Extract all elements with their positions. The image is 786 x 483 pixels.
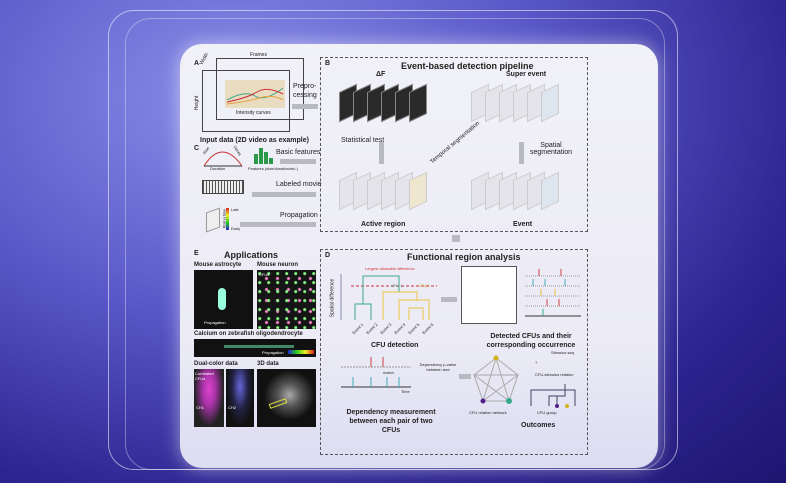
event-tick: Event 1 (351, 321, 365, 336)
preprocessing-label: Prepro- cessing (293, 83, 317, 99)
question-label: ? (535, 360, 538, 365)
feature-histogram (254, 148, 273, 164)
active-region-label: Active region (361, 221, 406, 228)
cfu-detection-label: CFU detection (371, 342, 419, 349)
panel-b: B Event-based detection pipeline ΔF Supe… (320, 57, 588, 232)
correlated-cfus-label: Correlated CFUs (195, 371, 214, 381)
event-tick: Event 6 (421, 321, 435, 336)
b-to-d-arrow (452, 235, 460, 242)
intensity-curves-label: Intensity curves (236, 110, 271, 116)
cfu1-label: CFU 1 (391, 283, 403, 288)
rise-decay-curve (203, 151, 243, 167)
labeled-movie-label: Labeled movie (276, 181, 322, 188)
zebrafish-label: Calcium on zebrafish oligodendrocyte (194, 331, 303, 337)
intensity-curves-plot (225, 80, 285, 108)
basic-features-label: Basic features (276, 149, 321, 156)
event-label: Event (513, 221, 533, 228)
ch1-label: CH1 (196, 405, 205, 410)
figure-card: A Frames Width Height Intensity curves I… (180, 44, 658, 468)
basic-features-arrow (280, 159, 316, 164)
spatial-seg-arrow (519, 142, 524, 164)
labeled-movie-stack (202, 180, 244, 194)
dependency-caption: Dependency measurement between each pair… (346, 409, 436, 434)
panel-e-letter: E (194, 250, 199, 257)
panel-b-title: Event-based detection pipeline (401, 61, 534, 71)
to-detected-arrow (441, 297, 457, 302)
temporal-segmentation-label: Temporal segmentation (429, 120, 482, 166)
duration-label: Duration (210, 166, 226, 171)
early-label: Early (231, 226, 241, 231)
event-tick: Event 4 (393, 321, 407, 336)
labeled-movie-arrow (252, 192, 316, 197)
astrocyte-propagation-label: Propagation (204, 320, 226, 325)
frames-label: Frames (250, 52, 267, 58)
super-event-label: Super event (506, 71, 547, 78)
zebrafish-image: Propagation (194, 339, 316, 357)
3d-data-image (257, 369, 316, 427)
panel-b-letter: B (325, 60, 331, 67)
spatial-difference-label: Spatial difference (329, 278, 336, 318)
panel-c-letter: C (194, 145, 200, 152)
input-data-caption: Input data (2D video as example) (200, 137, 309, 144)
height-label: Height (194, 95, 201, 111)
delta-f-label: ΔF (376, 71, 386, 78)
astrocyte-label: Mouse astrocyte (194, 262, 242, 268)
propagation-map (206, 207, 220, 233)
to-network-arrow (459, 374, 471, 379)
panel-d-letter: D (325, 252, 331, 259)
zebrafish-propagation-label: Propagation (262, 350, 284, 355)
match-label: match (383, 370, 394, 375)
neuron-image: CFUs (257, 270, 316, 329)
cfus-label: CFUs (259, 272, 270, 277)
cfu2-label: CFU 2 (418, 283, 430, 288)
video-cube (202, 70, 290, 132)
cfu-relation-network (473, 355, 519, 404)
astrocyte-image: Propagation (194, 270, 253, 329)
preprocessing-arrow (292, 104, 318, 109)
outcomes-label: Outcomes (521, 422, 556, 429)
propagation-label: Propagation (280, 212, 318, 219)
decorative-frame-inner (125, 18, 665, 470)
network-label: CFU relation network (469, 410, 507, 415)
ch2-image: CH2 (226, 369, 254, 427)
rising-time-colorbar (226, 208, 229, 230)
features-label: Features (size/duration/etc.) (248, 166, 298, 171)
stimulus-relation-label: CFU-stimulus relation (535, 372, 574, 377)
late-label: Late (231, 207, 239, 212)
dual-color-label: Dual-color data (194, 361, 238, 367)
dependency-raster (341, 357, 411, 388)
cfu-group-label: CFU group (537, 410, 557, 415)
propagation-arrow (240, 222, 316, 227)
cfu-group-dendrogram (530, 384, 576, 408)
panel-e-title: Applications (224, 250, 279, 260)
neuron-label: Mouse neuron (257, 262, 299, 268)
spatial-segmentation-label: Spatial segmentation (529, 142, 573, 156)
stimulus-seq-label: Stimulus seq (551, 350, 574, 355)
video-cube-back (216, 58, 304, 120)
dependency-pvalue-label: Dependency p-value between and (419, 362, 457, 372)
occurrence-raster (525, 269, 581, 317)
detected-cfus-map (461, 266, 517, 324)
statistical-test-label: Statistical test (341, 137, 385, 144)
decorative-frame-outer (108, 10, 678, 470)
ch2-label: CH2 (228, 405, 237, 410)
ch1-image: Correlated CFUs CH1 (194, 369, 224, 427)
cfu-dendrogram (340, 274, 437, 320)
width-label: Width (198, 51, 211, 67)
threshold-label: Largest allowable difference (365, 266, 415, 271)
detected-cfus-label: Detected CFUs and their corresponding oc… (486, 333, 576, 349)
panel-d: D Functional region analysis Spatial dif… (320, 249, 588, 455)
3d-data-label: 3D data (257, 361, 279, 367)
event-tick: Event 3 (379, 321, 393, 336)
time-label: Time (401, 389, 410, 394)
event-tick: Event 5 (407, 321, 421, 336)
panel-a-letter: A (194, 60, 200, 67)
panel-d-title: Functional region analysis (407, 252, 521, 262)
event-tick: Event 2 (365, 321, 379, 336)
stat-test-arrow (379, 142, 384, 164)
